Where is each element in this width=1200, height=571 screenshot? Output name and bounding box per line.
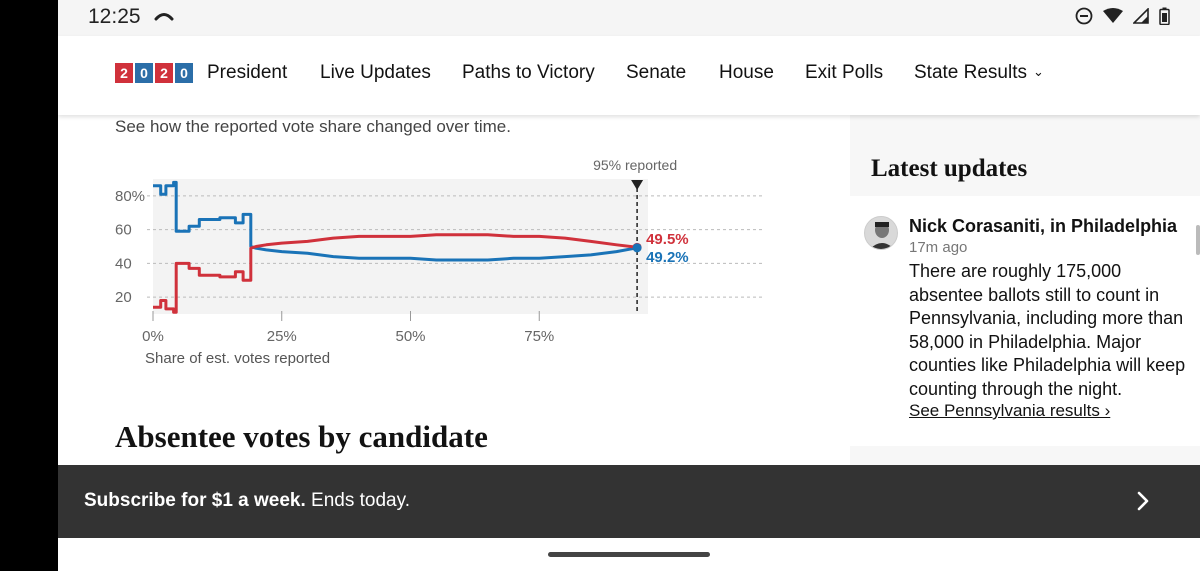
subscribe-text: Subscribe for $1 a week. Ends today. [84,490,410,512]
chevron-right-icon[interactable] [1136,489,1150,513]
status-icons [1075,7,1170,25]
section-heading: Absentee votes by candidate [115,419,488,454]
logo-digit: 2 [155,63,173,83]
end-label-blue: 49.2% [646,249,689,266]
nav-state-results-label: State Results [914,62,1027,83]
vote-share-chart: 80% 60 40 20 0% 25% 50% 75% Share of est. votes… [115,157,763,367]
update-timestamp: 17m ago [909,239,968,256]
chevron-down-icon: ⌄ [1033,64,1044,79]
x-tick-label: 50% [395,328,425,345]
y-tick-label: 40 [115,255,132,272]
election-2020-logo[interactable]: 2 0 2 0 [115,63,193,83]
x-tick-label: 75% [524,328,554,345]
author-avatar [864,216,898,250]
update-author: Nick Corasaniti, in Philadelphia [909,216,1178,236]
subscribe-offer: Subscribe for $1 a week. [84,490,306,511]
cell-signal-icon [1133,8,1149,24]
status-bar: 12:25 [58,0,1200,36]
chart-subtitle: See how the reported vote share changed … [115,117,511,136]
logo-digit: 2 [115,63,133,83]
reported-annotation: 95% reported [593,157,677,173]
nav-live-updates[interactable]: Live Updates [320,62,431,83]
series-line-red [153,233,638,314]
main-content: See how the reported vote share changed … [58,115,848,465]
pennsylvania-results-link[interactable]: See Pennsylvania results › [909,401,1111,420]
nav-senate[interactable]: Senate [626,62,687,83]
end-label-red: 49.5% [646,231,689,248]
hotspot-icon [154,13,174,21]
y-tick-label: 60 [115,222,132,239]
series-line-blue [153,180,638,262]
gesture-bar [58,538,1200,571]
top-nav: 2 0 2 0 President Live Updates Paths to … [58,36,1200,115]
x-tick-label: 0% [142,328,164,345]
status-time: 12:25 [88,5,141,28]
y-tick-label: 80% [115,188,145,205]
update-card: Nick Corasaniti, in Philadelphia 17m ago… [850,196,1200,446]
sidebar-scrollbar[interactable] [1196,225,1200,255]
nav-paths-to-victory[interactable]: Paths to Victory [462,62,595,83]
logo-digit: 0 [175,63,193,83]
subscribe-banner[interactable]: Subscribe for $1 a week. Ends today. [58,465,1200,538]
chart-plot-area [153,179,648,314]
x-axis-label: Share of est. votes reported [145,350,330,367]
nav-house[interactable]: House [719,62,774,83]
nav-president[interactable]: President [207,62,288,83]
latest-updates-sidebar: Latest updates Nick Corasaniti, in Phila… [850,115,1200,465]
do-not-disturb-icon [1075,7,1093,25]
home-indicator[interactable] [548,552,710,557]
y-tick-label: 20 [115,289,132,306]
latest-updates-heading: Latest updates [871,155,1028,182]
app-screen: 12:25 2 0 2 [58,0,1200,571]
wifi-icon [1103,8,1123,23]
logo-digit: 0 [135,63,153,83]
x-tick-label: 25% [267,328,297,345]
subscribe-deadline: Ends today. [305,490,410,511]
nav-state-results[interactable]: State Results ⌄ [914,62,1044,84]
endpoint-dot-blue [632,243,642,253]
nav-exit-polls[interactable]: Exit Polls [805,62,884,83]
update-body: There are roughly 175,000 absentee ballo… [909,261,1186,399]
reported-marker-triangle [631,180,644,190]
battery-icon [1159,7,1170,25]
